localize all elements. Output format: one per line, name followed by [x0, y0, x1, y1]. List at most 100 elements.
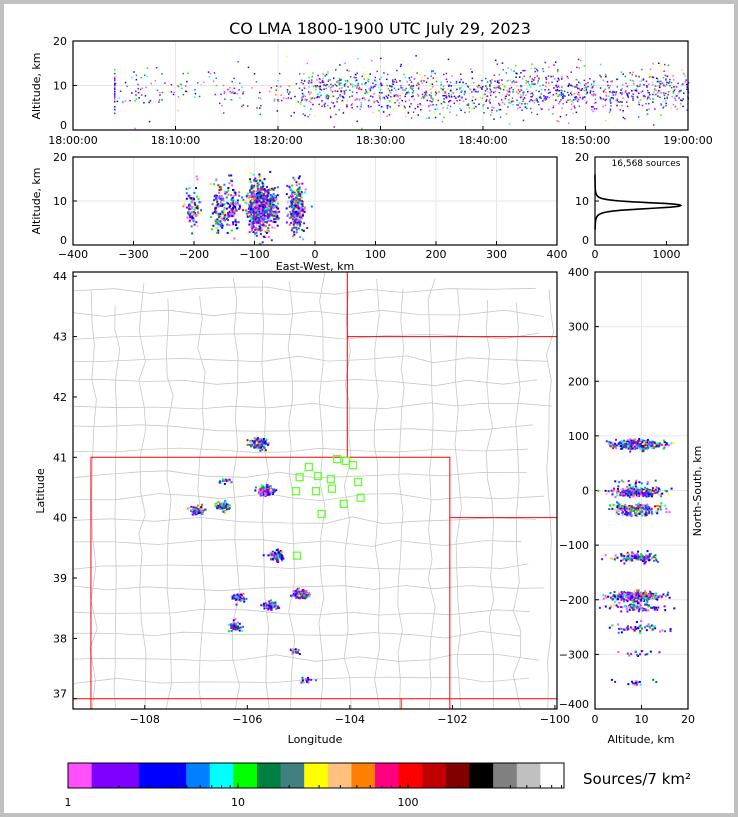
- source-point: [436, 92, 439, 94]
- source-point: [366, 80, 369, 82]
- source-point: [251, 87, 253, 89]
- source-point: [393, 95, 396, 98]
- source-point: [567, 77, 569, 80]
- source-point: [272, 212, 275, 215]
- source-point: [268, 606, 271, 609]
- source-point: [483, 112, 485, 114]
- source-point: [293, 210, 296, 213]
- source-point: [224, 500, 227, 503]
- source-point: [143, 102, 145, 104]
- source-point: [522, 90, 525, 93]
- source-point: [250, 187, 253, 190]
- source-point: [510, 86, 513, 89]
- source-point: [351, 85, 354, 88]
- source-point: [552, 106, 554, 109]
- source-point: [605, 98, 607, 101]
- source-point: [367, 91, 370, 93]
- source-point: [534, 76, 536, 79]
- source-point: [366, 77, 368, 80]
- source-point: [434, 116, 437, 119]
- source-point: [498, 74, 501, 76]
- source-point: [643, 94, 646, 97]
- source-point: [256, 216, 259, 219]
- source-point: [294, 594, 297, 597]
- county-line: [72, 379, 537, 387]
- source-point: [535, 97, 538, 100]
- source-point: [609, 109, 612, 112]
- source-point: [496, 80, 499, 82]
- source-point: [453, 102, 456, 105]
- source-point: [257, 446, 260, 449]
- source-point: [306, 80, 309, 83]
- source-point: [488, 99, 491, 102]
- source-point: [267, 205, 270, 208]
- source-point: [191, 206, 194, 209]
- source-point: [676, 95, 678, 97]
- source-point: [219, 223, 222, 226]
- source-point: [276, 214, 279, 217]
- source-point: [420, 97, 423, 100]
- source-point: [264, 207, 267, 210]
- source-point: [240, 599, 243, 602]
- source-point: [501, 79, 503, 81]
- source-point: [227, 215, 230, 218]
- source-point: [600, 98, 602, 100]
- source-point: [294, 201, 297, 204]
- source-point: [653, 91, 655, 94]
- source-point: [489, 89, 492, 91]
- source-point: [228, 182, 231, 185]
- source-point: [266, 605, 269, 608]
- source-point: [562, 94, 565, 97]
- source-point: [577, 98, 580, 101]
- source-point: [679, 102, 682, 105]
- source-point: [276, 548, 279, 551]
- source-point: [548, 108, 550, 111]
- source-point: [638, 85, 641, 88]
- source-point: [114, 92, 116, 95]
- source-point: [291, 203, 294, 206]
- source-point: [133, 71, 135, 73]
- source-point: [429, 100, 431, 102]
- source-point: [219, 185, 222, 188]
- source-point: [306, 676, 309, 679]
- source-point: [293, 178, 296, 181]
- source-point: [335, 69, 337, 71]
- source-point: [221, 217, 224, 220]
- source-point: [190, 509, 193, 512]
- source-point: [198, 201, 201, 204]
- source-point: [593, 80, 595, 83]
- source-point: [412, 87, 414, 89]
- source-point: [259, 209, 262, 212]
- source-point: [274, 218, 277, 221]
- source-point: [271, 555, 274, 558]
- hist-plot-area: [595, 157, 688, 245]
- source-point: [549, 91, 551, 94]
- source-point: [322, 77, 324, 80]
- source-point: [557, 120, 560, 123]
- source-point: [313, 98, 316, 100]
- source-point: [199, 507, 202, 510]
- source-point: [251, 222, 254, 225]
- source-point: [234, 220, 237, 223]
- source-point: [640, 91, 642, 93]
- source-point: [294, 648, 297, 651]
- source-point: [252, 173, 255, 176]
- source-point: [298, 590, 301, 593]
- source-point: [459, 96, 461, 98]
- source-point: [159, 91, 161, 94]
- source-point: [292, 198, 295, 201]
- source-point: [254, 489, 257, 492]
- source-point: [257, 208, 260, 211]
- source-point: [594, 94, 597, 97]
- source-point: [251, 227, 254, 230]
- source-point: [340, 94, 342, 97]
- source-point: [267, 442, 270, 445]
- county-line: [454, 288, 462, 710]
- source-point: [274, 195, 277, 198]
- source-point: [262, 194, 265, 197]
- lma-station-marker: [339, 499, 348, 508]
- source-point: [185, 206, 188, 209]
- source-point: [484, 93, 486, 95]
- source-point: [251, 216, 254, 219]
- source-point: [214, 93, 217, 96]
